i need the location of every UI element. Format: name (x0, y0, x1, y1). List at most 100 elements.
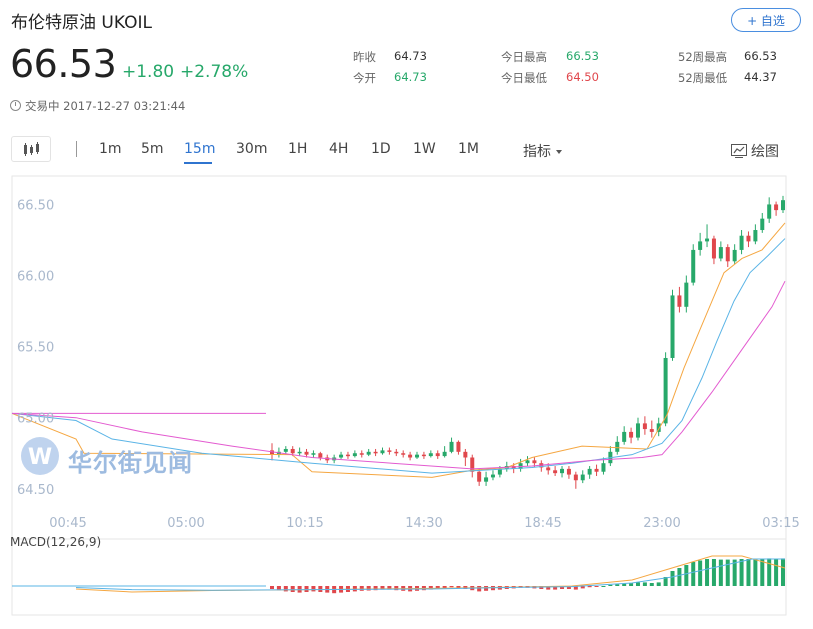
macd-bar (373, 586, 378, 591)
macd-bar (290, 586, 295, 592)
candle-body (684, 282, 689, 307)
watermark-text: 华尔街见闻 (68, 449, 193, 477)
macd-bar (767, 558, 772, 586)
macd-bar (283, 586, 288, 592)
indicator-menu[interactable]: 指标 (523, 141, 563, 161)
macd-bar (698, 560, 703, 586)
candle-body (373, 451, 378, 454)
macd-bar (732, 559, 737, 586)
stat-value-open: 64.73 (394, 70, 427, 84)
candle-body (339, 454, 344, 458)
candlestick-toggle-button[interactable] (11, 136, 51, 162)
macd-bar (553, 586, 558, 590)
macd-bar (304, 586, 309, 592)
y-tick-label: 64.50 (17, 483, 54, 498)
macd-bar (629, 583, 634, 586)
macd-bar (760, 559, 765, 586)
timeframe-1d[interactable]: 1D (371, 141, 391, 157)
candle-body (484, 477, 489, 482)
x-tick-label: 05:00 (167, 516, 204, 531)
macd-bar (718, 559, 723, 586)
toolbar-divider (76, 141, 77, 157)
candle-body (359, 453, 364, 455)
candle-body (532, 460, 537, 464)
timeframe-4h[interactable]: 4H (329, 141, 349, 157)
draw-label: 绘图 (751, 144, 779, 160)
macd-label: MACD(12,26,9) (10, 535, 102, 549)
y-tick-label: 66.00 (17, 270, 54, 285)
caret-down-icon (556, 150, 563, 154)
candle-body (428, 453, 433, 457)
stat-label-open: 今开 (353, 71, 376, 85)
timeframe-15m[interactable]: 15m (184, 141, 216, 157)
price-chart[interactable]: W 64.50 65.00 65.50 66.00 66.50 00:45 05:00 10… (0, 170, 813, 629)
candle-body (774, 204, 779, 211)
macd-bar (781, 558, 785, 586)
indicator-label: 指标 (523, 144, 551, 160)
candle-body (642, 423, 647, 430)
watermark-w: W (28, 445, 52, 470)
macd-bar (774, 559, 779, 586)
candle-body (753, 230, 758, 242)
timeframe-1w[interactable]: 1W (413, 141, 436, 157)
candle-body (421, 454, 426, 457)
candle-body (415, 454, 420, 458)
candlestick-icon (24, 142, 39, 156)
timeframe-5m[interactable]: 5m (141, 141, 164, 157)
candle-body (635, 423, 640, 438)
candle-body (746, 235, 751, 242)
macd-bar (663, 577, 668, 586)
candle-body (435, 453, 440, 457)
macd-bar (677, 568, 682, 586)
macd-bar (442, 586, 447, 589)
candle-body (394, 451, 399, 454)
candle-body (497, 468, 502, 475)
macd-bar (635, 582, 640, 586)
candle-body (739, 235, 744, 250)
candle-body (615, 441, 620, 452)
macd-bar (428, 586, 433, 590)
candle-body (705, 238, 710, 242)
watermark-circle (21, 437, 59, 475)
candle-body (387, 450, 392, 452)
x-tick-label: 23:00 (643, 516, 680, 531)
trading-status: 交易中 2017-12-27 03:21:44 (10, 98, 185, 114)
macd-bar (587, 586, 592, 588)
candle-body (629, 431, 634, 438)
macd-bar (359, 586, 364, 591)
macd-bar (622, 583, 627, 586)
y-tick-label: 65.50 (17, 341, 54, 356)
candle-body (725, 247, 730, 262)
macd-bar (318, 586, 323, 592)
macd-bar (387, 586, 392, 590)
add-watchlist-button[interactable]: + 自选 (731, 8, 801, 32)
macd-bar (594, 586, 599, 587)
timeframe-30m[interactable]: 30m (236, 141, 268, 157)
candle-body (463, 451, 468, 458)
macd-bar (739, 559, 744, 586)
ma-line-long (11, 280, 786, 470)
candle-body (290, 448, 295, 454)
candle-body (601, 463, 606, 472)
macd-bar (276, 586, 281, 591)
timeframe-1mo[interactable]: 1M (458, 141, 479, 157)
x-tick-label: 14:30 (405, 516, 442, 531)
macd-bar (566, 586, 571, 589)
x-tick-label: 03:15 (762, 516, 799, 531)
y-tick-label: 66.50 (17, 198, 54, 213)
stat-label-day-low: 今日最低 (501, 71, 547, 85)
candle-body (477, 471, 482, 482)
macd-bar (366, 586, 371, 591)
draw-chart-icon (731, 144, 747, 158)
macd-bar (560, 586, 565, 589)
macd-bar (691, 562, 696, 586)
timeframe-1h[interactable]: 1H (288, 141, 308, 157)
y-tick-label: 65.00 (17, 412, 54, 427)
timeframe-1m[interactable]: 1m (99, 141, 122, 157)
price-change: +1.80 (122, 62, 175, 82)
candle-body (456, 441, 461, 452)
stat-label-52w-low: 52周最低 (678, 71, 728, 85)
draw-tools-button[interactable]: 绘图 (731, 141, 779, 161)
active-timeframe-indicator (184, 162, 212, 164)
candle-body (573, 474, 578, 481)
